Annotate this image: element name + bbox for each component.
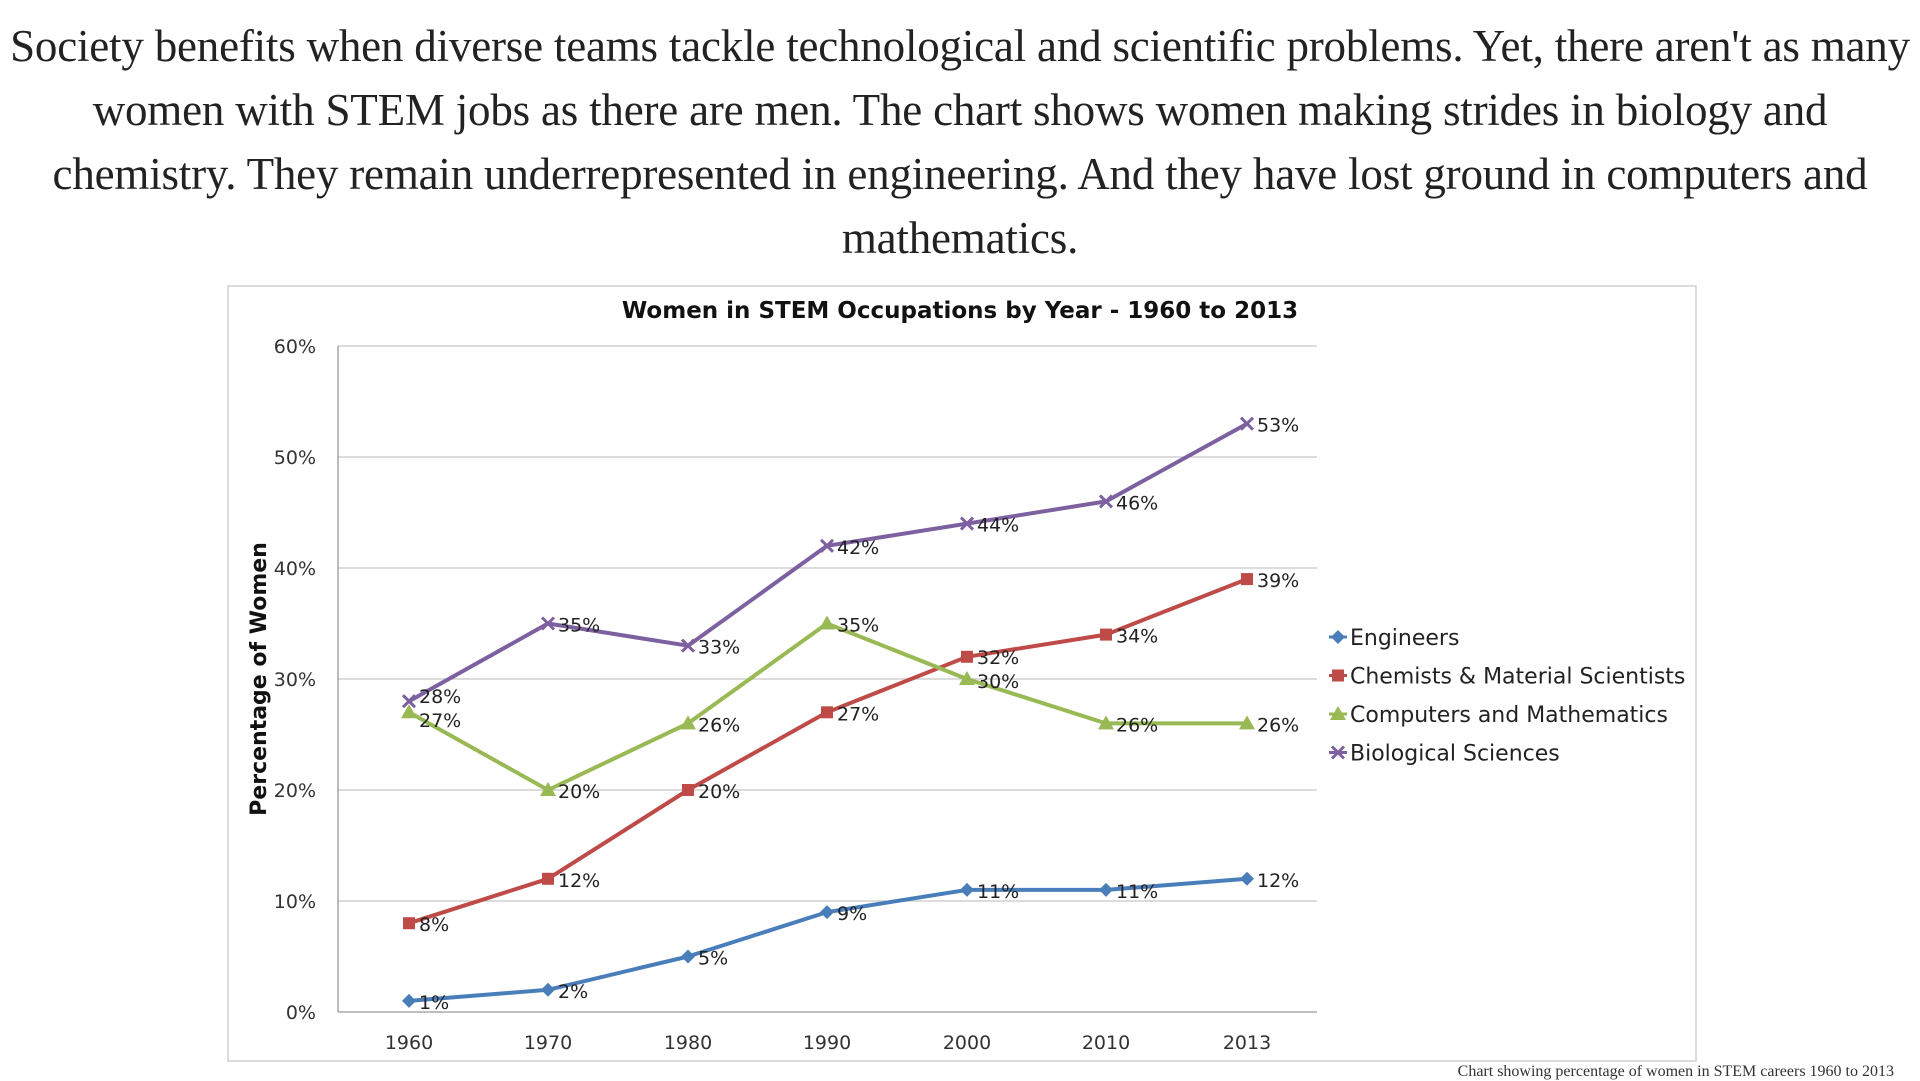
data-point bbox=[1240, 871, 1254, 886]
data-point bbox=[682, 784, 694, 796]
y-tick-label: 30% bbox=[274, 669, 316, 691]
data-label: 11% bbox=[1116, 881, 1158, 903]
data-label: 20% bbox=[558, 781, 600, 803]
data-label: 32% bbox=[977, 647, 1019, 669]
x-tick-label: 1970 bbox=[524, 1032, 572, 1054]
data-label: 1% bbox=[419, 992, 449, 1014]
legend-marker bbox=[1330, 706, 1346, 720]
legend-label: Engineers bbox=[1350, 626, 1459, 651]
x-tick-label: 2010 bbox=[1082, 1032, 1130, 1054]
x-tick-label: 1980 bbox=[664, 1032, 712, 1054]
x-tick-label: 2013 bbox=[1223, 1032, 1271, 1054]
legend-label: Biological Sciences bbox=[1350, 742, 1560, 767]
data-point bbox=[820, 905, 834, 920]
data-label: 27% bbox=[837, 703, 879, 725]
data-point bbox=[681, 949, 695, 964]
legend-label: Computers and Mathematics bbox=[1350, 703, 1668, 728]
legend-item: Engineers bbox=[1329, 626, 1459, 651]
data-label: 12% bbox=[558, 870, 600, 892]
data-label: 2% bbox=[558, 981, 588, 1003]
data-point bbox=[1239, 416, 1255, 431]
data-label: 11% bbox=[977, 881, 1019, 903]
data-point bbox=[541, 982, 555, 997]
data-point bbox=[403, 917, 415, 930]
data-point bbox=[401, 704, 417, 719]
data-point bbox=[1098, 494, 1114, 509]
legend-marker bbox=[1331, 630, 1345, 644]
data-point bbox=[402, 993, 416, 1008]
data-label: 9% bbox=[837, 903, 867, 925]
data-label: 12% bbox=[1257, 870, 1299, 892]
legend-item: Biological Sciences bbox=[1329, 742, 1560, 767]
x-tick-label: 2000 bbox=[943, 1032, 991, 1054]
y-tick-label: 10% bbox=[274, 891, 316, 913]
data-point bbox=[401, 694, 417, 709]
y-tick-label: 0% bbox=[286, 1002, 316, 1024]
series-chemists-material-scientists bbox=[403, 573, 1253, 930]
data-label: 27% bbox=[419, 710, 461, 732]
chart-frame bbox=[227, 285, 1697, 1062]
legend-item: Computers and Mathematics bbox=[1329, 703, 1668, 728]
intro-paragraph: Society benefits when diverse teams tack… bbox=[10, 21, 1910, 263]
series-biological-sciences bbox=[401, 416, 1255, 709]
data-label: 34% bbox=[1116, 626, 1158, 648]
data-label: 30% bbox=[977, 671, 1019, 693]
data-point bbox=[819, 538, 835, 553]
data-point bbox=[1100, 628, 1112, 641]
data-point bbox=[819, 615, 835, 630]
data-label: 5% bbox=[698, 948, 728, 970]
data-point bbox=[1241, 573, 1253, 586]
data-label: 53% bbox=[1257, 415, 1299, 437]
data-label: 26% bbox=[1116, 714, 1158, 736]
x-tick-label: 1990 bbox=[803, 1032, 851, 1054]
data-point bbox=[1239, 715, 1255, 730]
series-computers-and-mathematics bbox=[401, 615, 1255, 796]
data-label: 28% bbox=[419, 686, 461, 708]
data-point bbox=[959, 671, 975, 685]
data-label: 33% bbox=[698, 637, 740, 659]
data-point bbox=[1099, 882, 1113, 897]
chart-title: Women in STEM Occupations by Year - 1960… bbox=[622, 298, 1298, 324]
data-label: 44% bbox=[977, 515, 1019, 537]
data-label: 42% bbox=[837, 537, 879, 559]
data-point bbox=[821, 706, 833, 719]
data-point bbox=[1098, 715, 1114, 730]
data-point bbox=[960, 882, 974, 897]
y-tick-label: 60% bbox=[274, 336, 316, 358]
data-point bbox=[540, 616, 556, 631]
data-label: 20% bbox=[698, 781, 740, 803]
y-tick-label: 50% bbox=[274, 447, 316, 469]
data-point bbox=[961, 650, 973, 663]
y-tick-label: 20% bbox=[274, 780, 316, 802]
legend-label: Chemists & Material Scientists bbox=[1350, 665, 1685, 690]
data-point bbox=[959, 516, 975, 531]
data-label: 35% bbox=[558, 615, 600, 637]
data-label: 26% bbox=[698, 714, 740, 736]
x-tick-label: 1960 bbox=[385, 1032, 433, 1054]
data-label: 8% bbox=[419, 914, 449, 936]
data-point bbox=[680, 638, 696, 653]
legend-item: Chemists & Material Scientists bbox=[1329, 665, 1685, 690]
chart-caption: Chart showing percentage of women in STE… bbox=[1457, 1063, 1894, 1080]
data-point bbox=[542, 872, 554, 885]
data-label: 46% bbox=[1116, 492, 1158, 514]
y-tick-label: 40% bbox=[274, 558, 316, 580]
data-point bbox=[540, 782, 556, 796]
legend-marker bbox=[1330, 745, 1346, 760]
data-label: 26% bbox=[1257, 714, 1299, 736]
data-label: 35% bbox=[837, 615, 879, 637]
y-axis-label: Percentage of Women bbox=[247, 542, 272, 816]
series-engineers bbox=[402, 871, 1254, 1008]
legend-marker bbox=[1332, 669, 1344, 682]
data-label: 39% bbox=[1257, 570, 1299, 592]
data-point bbox=[680, 715, 696, 730]
